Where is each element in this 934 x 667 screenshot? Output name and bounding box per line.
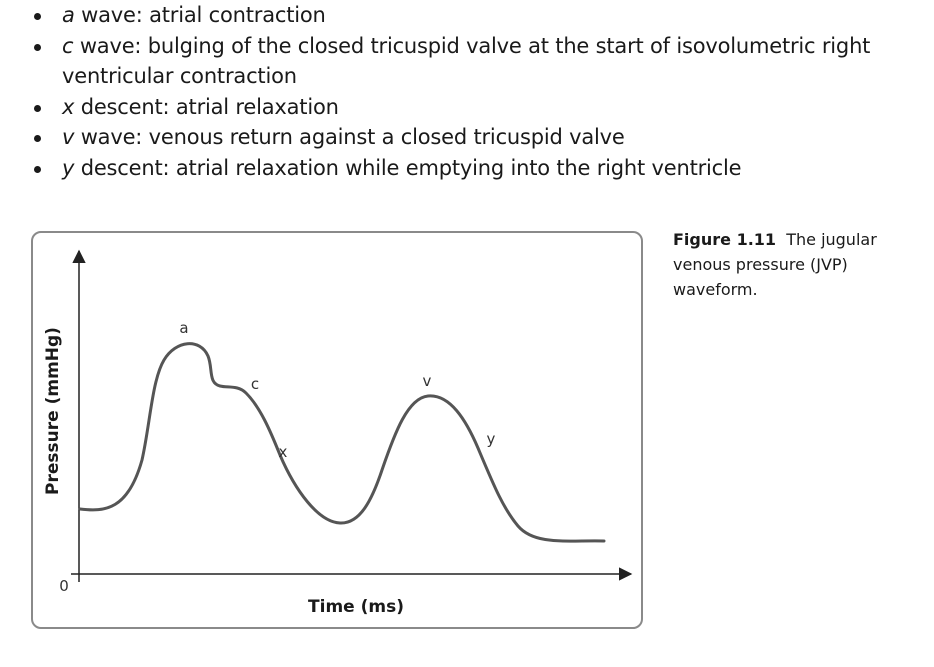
label-a: a <box>179 319 188 337</box>
bullet-text: wave: venous return against a closed tri… <box>74 125 625 149</box>
label-c: c <box>251 375 259 393</box>
bullet-term: c <box>62 33 74 58</box>
bullet-text: wave: atrial contraction <box>74 3 326 27</box>
bullet-term: a <box>62 3 75 27</box>
bullet-text: descent: atrial relaxation while emptyin… <box>74 155 742 180</box>
bullet-v-wave: v wave: venous return against a closed t… <box>34 122 914 153</box>
bullet-y-descent: y descent: atrial relaxation while empty… <box>34 153 914 184</box>
y-axis-label: Pressure (mmHg) <box>43 327 63 495</box>
figure-label: Figure 1.11 <box>673 230 777 249</box>
figure-frame <box>31 231 643 629</box>
bullet-term: y <box>62 155 75 180</box>
bullet-text: descent: atrial relaxation <box>74 94 339 119</box>
label-v: v <box>423 372 432 390</box>
bullet-a-wave: a wave: atrial contraction <box>34 0 914 31</box>
origin-label: 0 <box>59 577 69 595</box>
bullet-term: x <box>62 94 75 119</box>
bullet-list: a wave: atrial contraction c wave: bulgi… <box>34 0 914 183</box>
bullet-term: v <box>62 125 75 149</box>
bullet-text: wave: bulging of the closed tricuspid va… <box>62 33 871 89</box>
label-x: x <box>279 443 288 461</box>
figure-caption-text: The jugular venous pressure (JVP) wavefo… <box>673 230 877 299</box>
jvp-curve <box>78 342 606 543</box>
label-y: y <box>487 430 496 448</box>
x-axis-label: Time (ms) <box>308 597 404 617</box>
bullet-x-descent: x descent: atrial relaxation <box>34 92 914 123</box>
figure-caption: Figure 1.11 The jugular venous pressure … <box>673 227 893 302</box>
bullet-c-wave: c wave: bulging of the closed tricuspid … <box>34 31 914 92</box>
